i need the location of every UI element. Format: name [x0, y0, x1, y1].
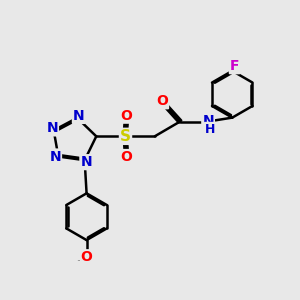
Text: O: O: [81, 250, 92, 264]
Text: N: N: [50, 149, 61, 164]
Text: O: O: [156, 94, 168, 108]
Text: N: N: [46, 122, 58, 135]
Text: O: O: [120, 109, 132, 123]
Text: F: F: [230, 59, 239, 73]
Text: S: S: [120, 129, 131, 144]
Text: N: N: [73, 109, 85, 123]
Text: N: N: [80, 155, 92, 169]
Text: O: O: [120, 150, 132, 164]
Text: N: N: [202, 114, 214, 128]
Text: H: H: [205, 123, 215, 136]
